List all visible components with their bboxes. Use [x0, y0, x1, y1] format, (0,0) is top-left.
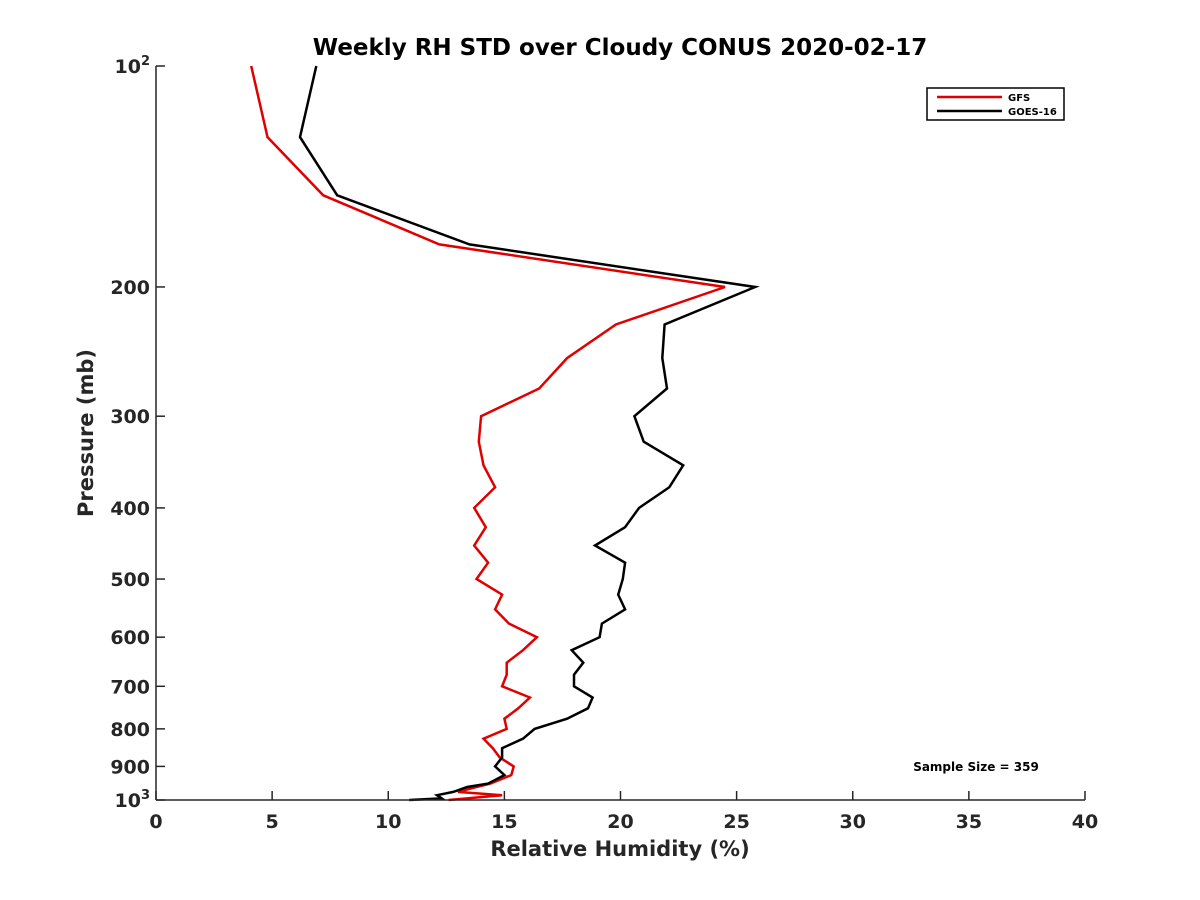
x-tick-label: 10 — [375, 811, 401, 833]
series-line-0 — [249, 65, 726, 802]
y-tick-label: 300 — [110, 406, 150, 428]
legend: GFS GOES-16 — [926, 87, 1065, 121]
series-line-1 — [298, 65, 760, 802]
x-tick-label: 40 — [1072, 811, 1098, 833]
x-tick-label: 25 — [723, 811, 749, 833]
x-tick-label: 20 — [607, 811, 633, 833]
x-tick-label: 5 — [266, 811, 279, 833]
x-tick-label: 30 — [840, 811, 866, 833]
x-axis-title: Relative Humidity (%) — [490, 837, 749, 861]
x-tick-label: 15 — [491, 811, 517, 833]
y-tick-label: 102 — [115, 54, 151, 78]
y-tick-label: 500 — [110, 569, 150, 591]
y-tick-label: 800 — [110, 719, 150, 741]
y-tick-label: 103 — [115, 788, 151, 812]
legend-box — [926, 87, 1065, 121]
y-tick-label: 200 — [110, 277, 150, 299]
y-axis-title: Pressure (mb) — [74, 349, 98, 517]
y-tick-label: 900 — [110, 756, 150, 778]
x-tick-label: 35 — [956, 811, 982, 833]
x-tick-label: 0 — [149, 811, 162, 833]
legend-label: GFS — [1008, 93, 1030, 104]
y-tick-label: 600 — [110, 627, 150, 649]
axes: 0 5 10 15 20 25 30 35 40 102 200 300 400 500 600 700 800… — [110, 54, 1098, 833]
series-layer — [249, 65, 760, 802]
y-tick-label: 700 — [110, 676, 150, 698]
legend-label: GOES-16 — [1008, 107, 1057, 118]
sample-size-annotation: Sample Size = 359 — [913, 760, 1039, 774]
chart-title: Weekly RH STD over Cloudy CONUS 2020-02-… — [313, 35, 927, 61]
y-tick-label: 400 — [110, 498, 150, 520]
